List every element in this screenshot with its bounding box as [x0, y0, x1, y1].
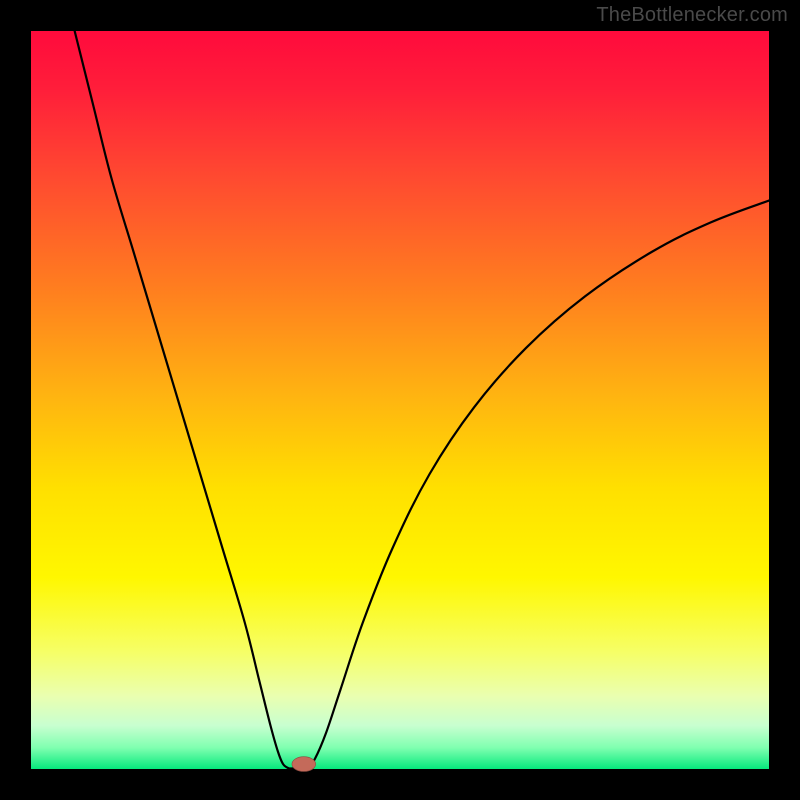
bottleneck-chart — [0, 0, 800, 800]
plot-background — [30, 30, 770, 770]
chart-container: TheBottlenecker.com — [0, 0, 800, 800]
optimal-point-marker — [292, 757, 316, 772]
watermark-text: TheBottlenecker.com — [596, 4, 788, 27]
